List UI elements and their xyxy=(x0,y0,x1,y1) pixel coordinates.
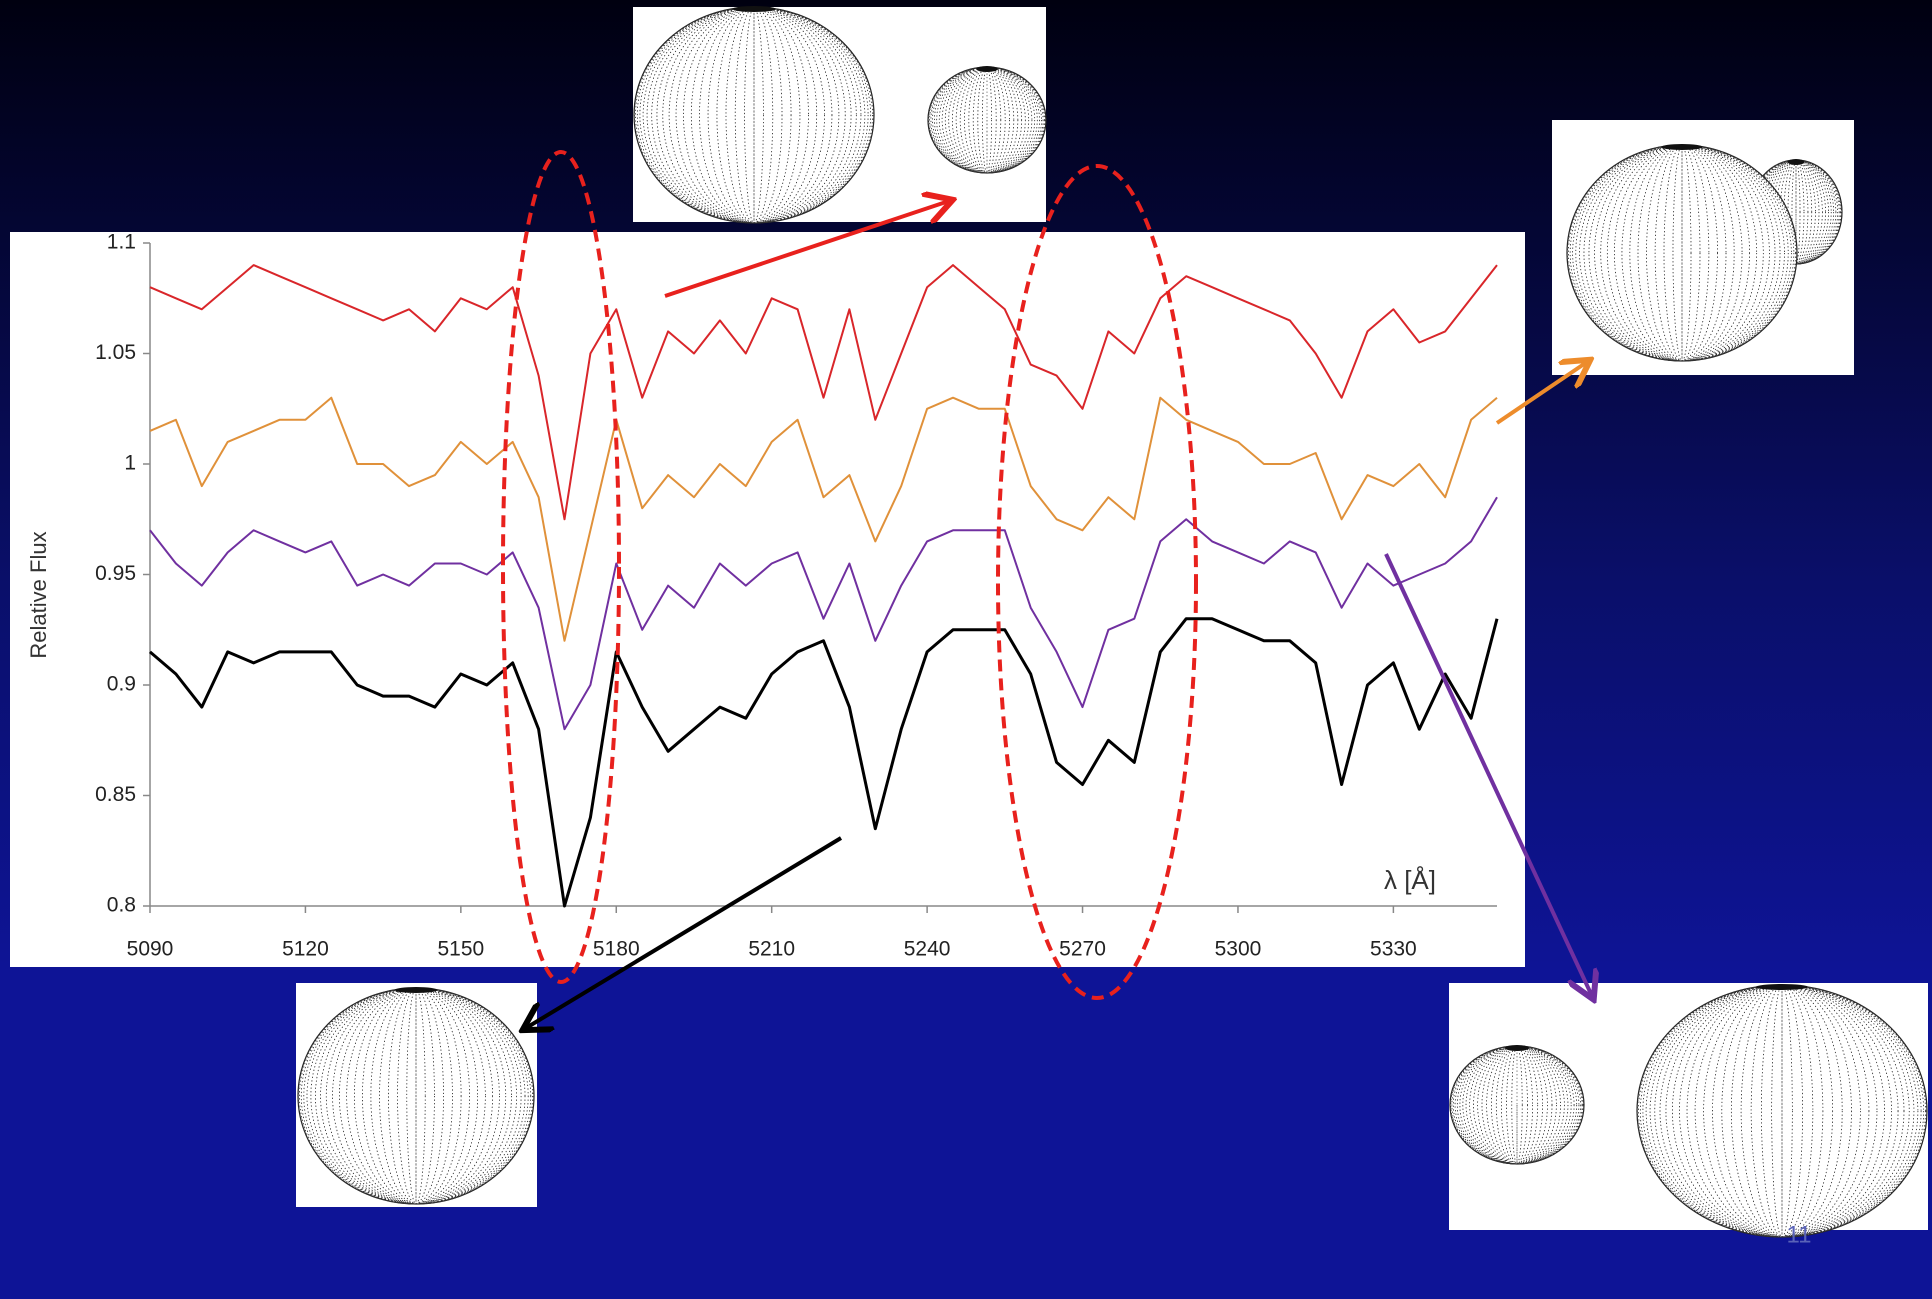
x-tick-label: 5150 xyxy=(437,938,484,961)
x-tick-label: 5120 xyxy=(282,938,329,961)
pole xyxy=(976,66,997,72)
pole xyxy=(1661,144,1702,150)
y-axis-label: Relative Flux xyxy=(26,531,51,658)
page: {"chart_data":{"type":"line", "x":[5090,… xyxy=(0,0,1932,1299)
star-model xyxy=(298,987,534,1204)
x-tick-label: 5300 xyxy=(1215,938,1262,961)
slide-number: 11 xyxy=(1787,1221,1812,1248)
star-model xyxy=(928,66,1046,173)
y-tick-label: 0.8 xyxy=(107,894,136,917)
x-axis-label: λ [Å] xyxy=(1384,865,1436,895)
x-tick-label: 5330 xyxy=(1370,938,1417,961)
y-tick-label: 1.1 xyxy=(107,231,136,254)
y-tick-label: 0.85 xyxy=(95,783,136,806)
star-model xyxy=(1637,984,1927,1237)
slide: 0.8 0.85 0.9 0.95 1 1.05 1.1 5090 5120 5150 5180 52… xyxy=(0,0,1932,1299)
x-tick-label: 5180 xyxy=(593,938,640,961)
star-model xyxy=(1450,1045,1584,1164)
pole xyxy=(732,6,775,12)
y-tick-label: 1.05 xyxy=(95,341,136,364)
pole xyxy=(395,987,437,993)
star-model xyxy=(634,6,874,223)
y-tick-label: 1 xyxy=(124,452,136,475)
y-tick-label: 0.95 xyxy=(95,562,136,585)
x-tick-label: 5210 xyxy=(748,938,795,961)
pole xyxy=(1505,1045,1529,1051)
star-model xyxy=(1567,144,1797,361)
x-tick-label: 5090 xyxy=(127,938,174,961)
x-tick-label: 5270 xyxy=(1059,938,1106,961)
x-tick-label: 5240 xyxy=(904,938,951,961)
pole xyxy=(1756,984,1808,990)
chart-area xyxy=(10,232,1525,967)
y-tick-label: 0.9 xyxy=(107,673,136,696)
pole xyxy=(1788,159,1805,165)
